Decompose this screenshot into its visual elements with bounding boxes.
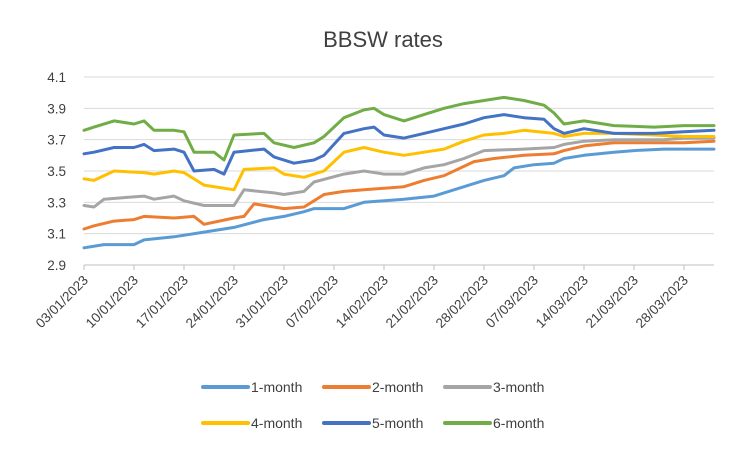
x-tick-label: 21/03/2023 (583, 273, 641, 331)
x-tick-label: 21/02/2023 (383, 273, 441, 331)
legend-label-2-month: 2-month (372, 379, 423, 395)
x-tick-label: 07/03/2023 (483, 273, 541, 331)
series-line-1-month (82, 147, 716, 250)
series-line-4-month (82, 128, 716, 192)
x-tick-label: 17/01/2023 (133, 273, 191, 331)
chart-title: BBSW rates (323, 27, 443, 52)
y-tick-label: 3.5 (47, 164, 66, 179)
series-line-5-month (82, 113, 716, 176)
y-tick-label: 3.3 (47, 195, 66, 210)
y-tick-label: 3.7 (47, 133, 66, 148)
x-tick-label: 31/01/2023 (233, 273, 291, 331)
x-tick-label: 14/03/2023 (533, 273, 591, 331)
series-line-3-month (82, 136, 716, 209)
y-tick-label: 2.9 (47, 258, 66, 273)
x-tick-label: 07/02/2023 (283, 273, 341, 331)
series-line-2-month (82, 139, 716, 231)
y-tick-label: 3.1 (47, 227, 66, 242)
legend-label-5-month: 5-month (372, 415, 423, 431)
x-tick-label: 10/01/2023 (83, 273, 141, 331)
y-tick-label: 4.1 (47, 70, 66, 85)
x-tick-label: 03/01/2023 (33, 273, 91, 331)
x-axis-ticks: 03/01/202310/01/202317/01/202324/01/2023… (33, 273, 691, 331)
y-axis-ticks: 2.9 3.1 3.3 3.5 3.7 3.9 4.1 (47, 70, 66, 273)
legend-label-6-month: 6-month (493, 415, 544, 431)
series-lines (82, 95, 716, 250)
legend: 1-month 2-month 3-month 4-month 5-month 6-mon… (201, 379, 544, 431)
x-tick-label: 24/01/2023 (183, 273, 241, 331)
legend-label-4-month: 4-month (251, 415, 302, 431)
y-tick-label: 3.9 (47, 101, 66, 116)
x-tick-label: 28/03/2023 (633, 273, 691, 331)
series-line-6-month (82, 95, 716, 162)
legend-label-3-month: 3-month (493, 379, 544, 395)
legend-label-1-month: 1-month (251, 379, 302, 395)
x-tick-label: 28/02/2023 (433, 273, 491, 331)
x-tick-label: 14/02/2023 (333, 273, 391, 331)
